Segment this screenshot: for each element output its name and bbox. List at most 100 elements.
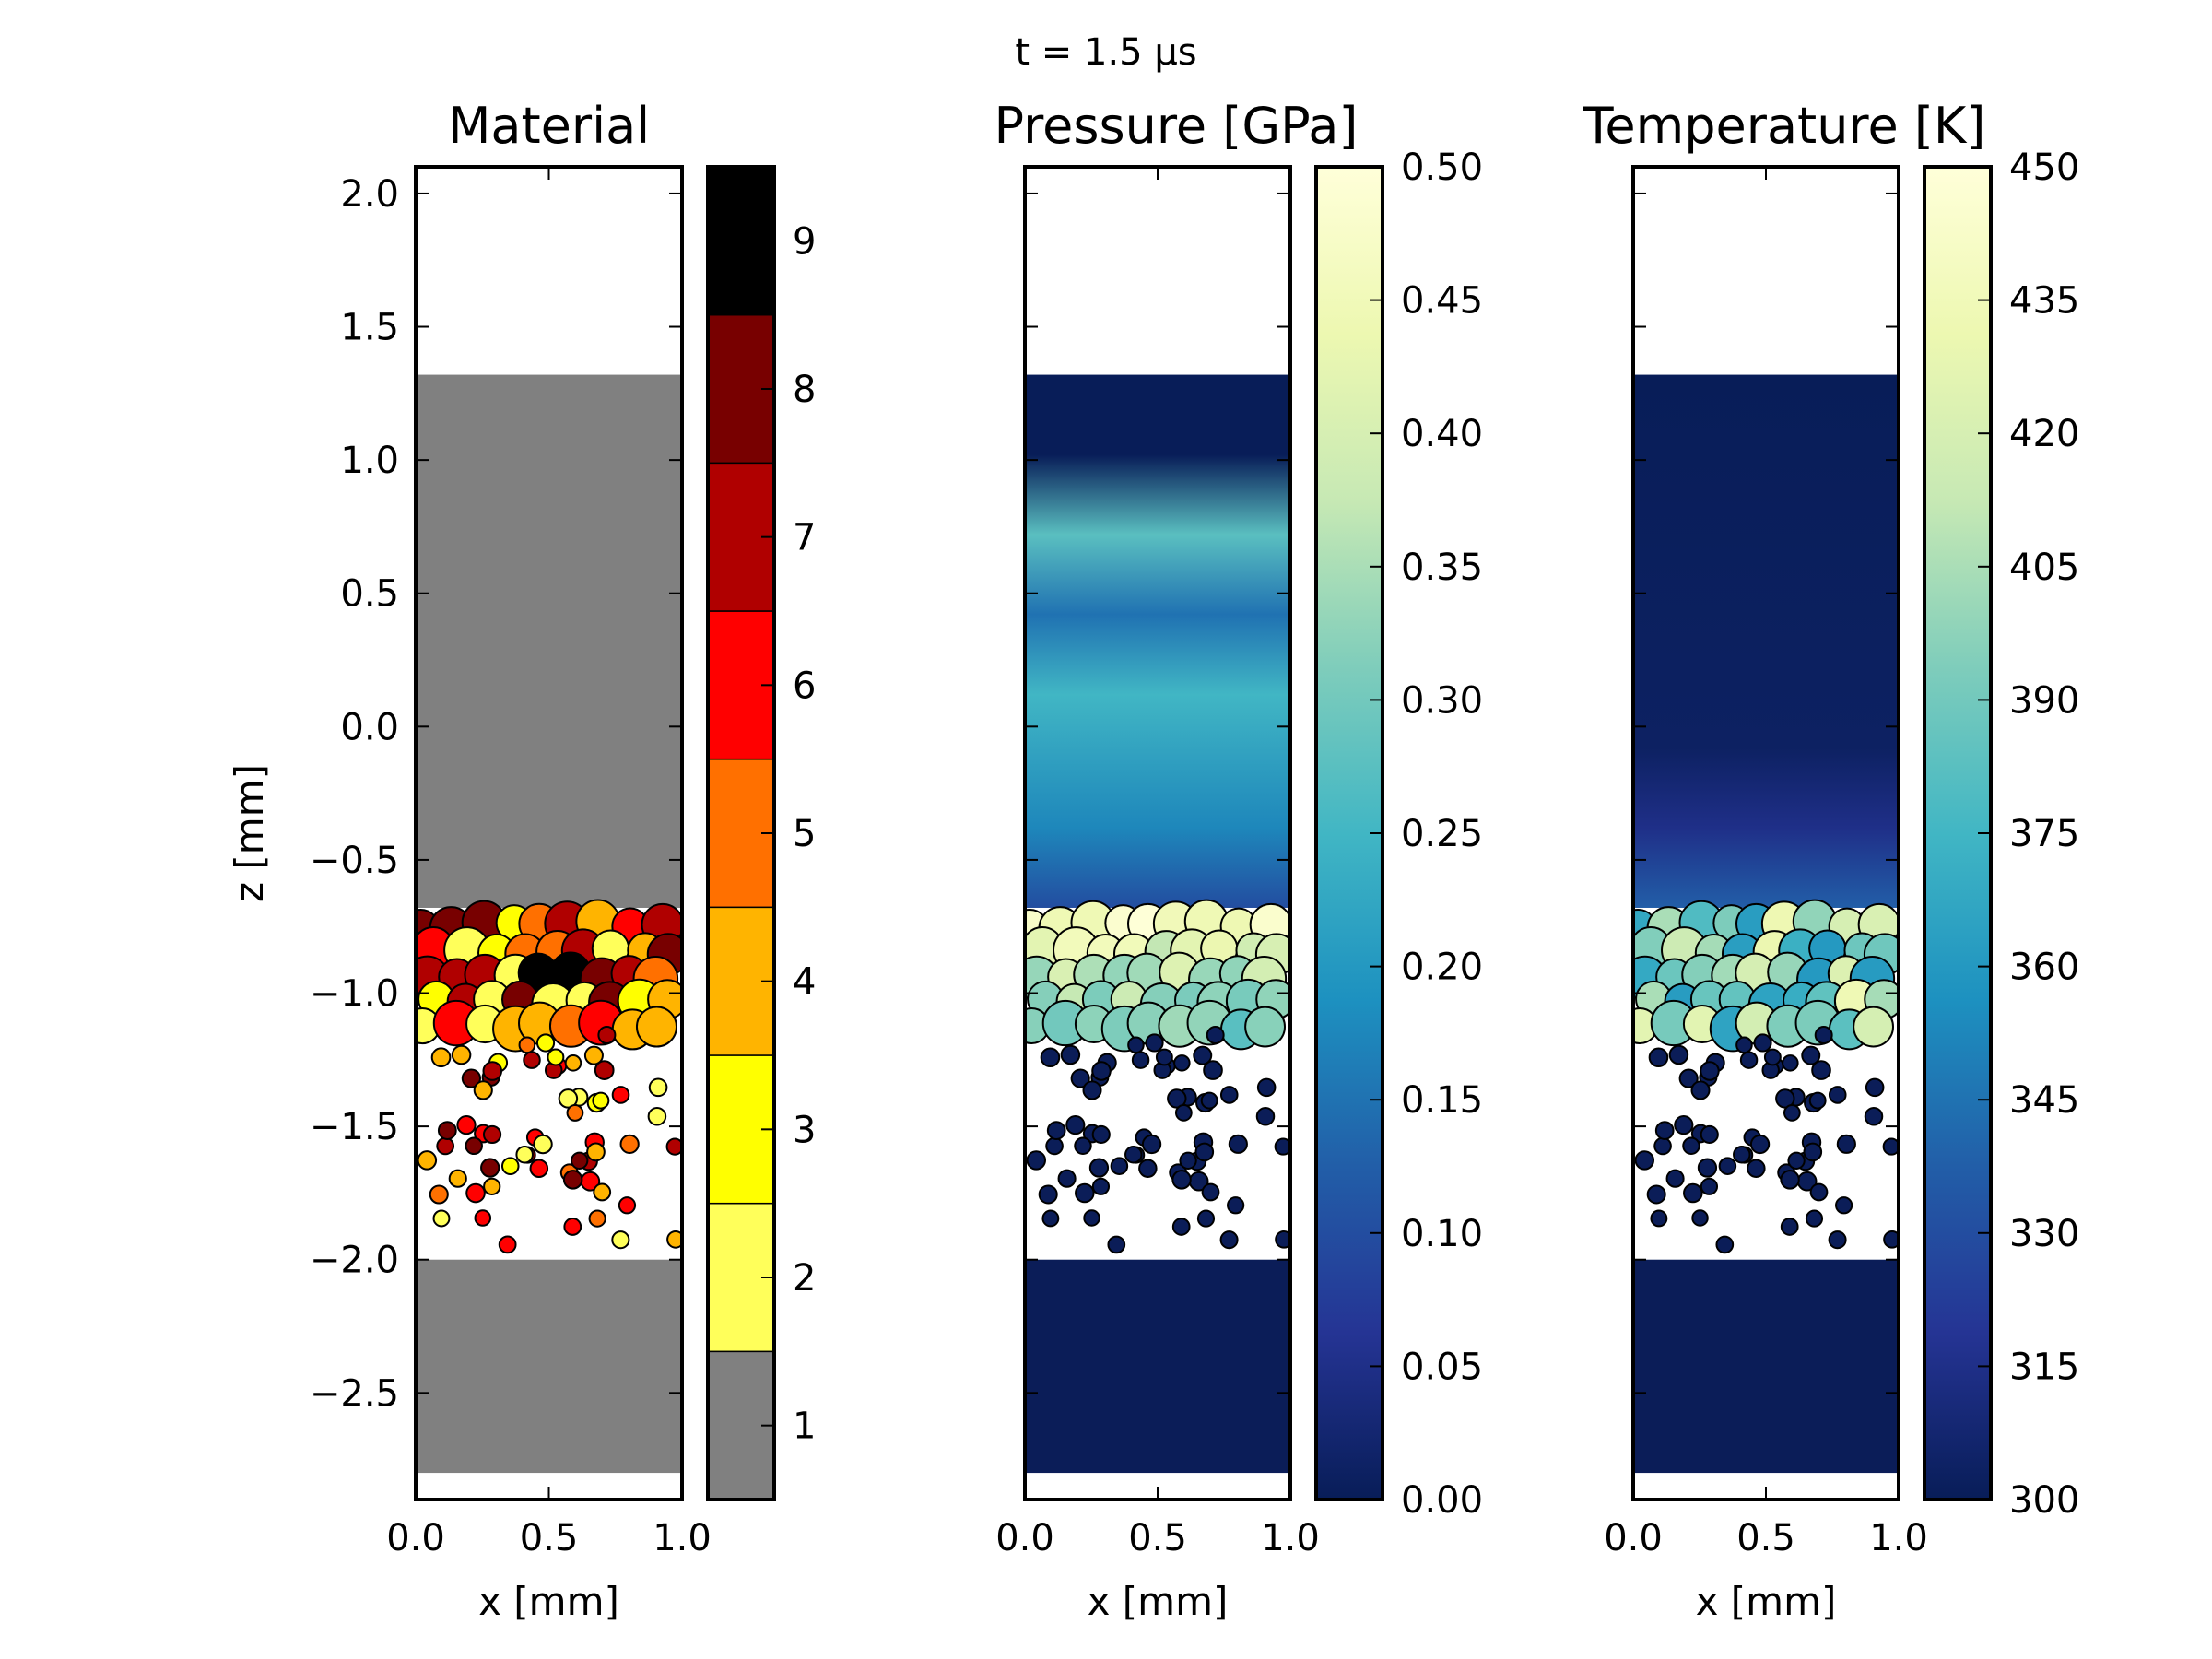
particle (1634, 1150, 1655, 1171)
particle (1775, 1088, 1795, 1109)
particle (1131, 1051, 1150, 1069)
colorbar-tick-label: 0.40 (1401, 413, 1483, 455)
particle (474, 1209, 492, 1227)
particle (1088, 1158, 1110, 1178)
particle (533, 1134, 553, 1155)
particle (562, 1170, 583, 1190)
particle (1038, 1184, 1058, 1205)
colorbar-temperature: 300 315 330 345 360 375 390 405 420 435 450 (1923, 147, 2079, 1522)
particle (1700, 1061, 1720, 1081)
particle (665, 1137, 682, 1156)
particle (1227, 1196, 1245, 1215)
particle (1733, 1145, 1751, 1164)
particle (1700, 1177, 1719, 1195)
particle (1665, 1169, 1685, 1188)
x-tick-label: 0.5 (520, 1517, 579, 1559)
particle (1057, 1169, 1077, 1188)
particle (1668, 1044, 1689, 1065)
particle (535, 1033, 556, 1053)
particle (1041, 1209, 1060, 1228)
particle (1179, 1151, 1197, 1170)
panel-title: Temperature [K] (1583, 97, 1986, 155)
base-plate-region (1633, 1259, 1899, 1474)
particle (1780, 1218, 1799, 1236)
particle (1678, 1068, 1699, 1088)
particle (480, 1158, 500, 1178)
particle (1082, 1080, 1102, 1100)
x-tick-label: 1.0 (1869, 1517, 1928, 1559)
particle (1780, 1170, 1800, 1190)
y-tick-label: −1.5 (310, 1106, 399, 1148)
colorbar-tick-label: 9 (793, 220, 816, 263)
colorbar-frame (706, 165, 776, 1501)
particle (429, 1184, 449, 1205)
particle (558, 1088, 579, 1109)
particle (1828, 1086, 1847, 1104)
particle (465, 1182, 486, 1204)
pressure-field (1025, 374, 1290, 908)
colorbar-tick-label: 450 (2009, 147, 2079, 189)
x-tick-label: 0.0 (995, 1517, 1054, 1559)
particle (498, 1235, 517, 1254)
x-tick-label: 0.0 (386, 1517, 445, 1559)
particle (1697, 1158, 1718, 1178)
particle (1167, 1088, 1187, 1109)
particle (1654, 1121, 1675, 1140)
particle (1811, 1060, 1831, 1080)
particle (1715, 1235, 1735, 1254)
colorbar-material: 1 2 3 4 5 6 7 8 9 (706, 165, 816, 1501)
colorbar-tick-label: 3 (793, 1109, 816, 1151)
particle (1174, 1104, 1193, 1122)
particle (1219, 1086, 1239, 1104)
particle (515, 1145, 534, 1164)
particle (465, 1136, 483, 1156)
figure-suptitle: t = 1.5 μs (1015, 31, 1196, 74)
particle (456, 1114, 477, 1135)
particle (588, 1209, 606, 1228)
particle (1835, 1196, 1853, 1215)
particle (1650, 1209, 1668, 1228)
particle (1700, 1124, 1719, 1145)
x-axis-label: x [mm] (1696, 1579, 1837, 1624)
particle (1219, 1230, 1239, 1250)
particle (597, 1025, 617, 1045)
particle (1173, 1054, 1191, 1072)
colorbar-tick-label: 405 (2009, 547, 2079, 589)
particle (1228, 1134, 1248, 1154)
particle (1883, 1230, 1899, 1249)
particle (611, 1230, 630, 1250)
particle (1653, 1136, 1672, 1156)
colorbar-tick-label: 390 (2009, 679, 2079, 722)
panel-title: Pressure [GPa] (994, 97, 1359, 155)
colorbar-tick-label: 0.30 (1401, 679, 1483, 722)
particle (1046, 1121, 1066, 1140)
particle (432, 1209, 451, 1228)
particle (500, 1157, 520, 1175)
particle (1083, 1209, 1100, 1227)
particle (1782, 1054, 1799, 1072)
colorbar-frame (1923, 165, 1993, 1501)
x-tick-label: 0.5 (1128, 1517, 1187, 1559)
y-tick-label: 0.0 (340, 706, 399, 748)
colorbar-tick-label: 0.25 (1401, 813, 1483, 855)
panel-title: Material (448, 97, 650, 155)
particle (1801, 1045, 1821, 1065)
particle (1091, 1177, 1111, 1195)
colorbar-tick-label: 0.00 (1401, 1479, 1483, 1522)
particle (1171, 1218, 1191, 1236)
particle (1200, 1091, 1218, 1110)
grain (1853, 1006, 1895, 1048)
particle (1256, 1077, 1277, 1098)
particle (1194, 1142, 1215, 1162)
colorbar-frame (1314, 165, 1384, 1501)
particle (1808, 1091, 1827, 1110)
particle (1141, 1134, 1162, 1155)
particle (1138, 1159, 1158, 1178)
particle (1783, 1104, 1801, 1122)
colorbar-tick-label: 360 (2009, 947, 2079, 989)
x-tick-label: 1.0 (653, 1517, 712, 1559)
colorbar-tick-label: 345 (2009, 1079, 2079, 1122)
particle (648, 1077, 668, 1098)
particle (1828, 1230, 1847, 1250)
